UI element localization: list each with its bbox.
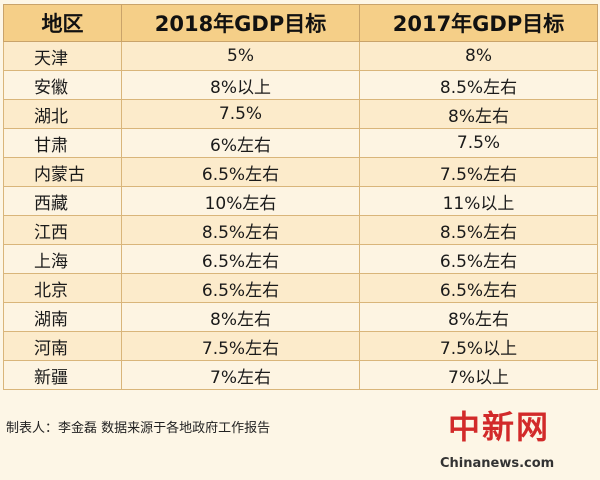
- table-row: 天津 5% 8%: [3, 41, 598, 71]
- source-footnote: 制表人：李金磊 数据来源于各地政府工作报告: [6, 421, 271, 436]
- region-cell: 西藏: [3, 186, 122, 216]
- gdp-2018-cell: 7.5%: [121, 99, 360, 129]
- region-cell: 内蒙古: [3, 157, 122, 187]
- gdp-2018-cell: 6.5%左右: [121, 244, 360, 274]
- gdp-2018-cell: 8%以上: [121, 70, 360, 100]
- region-cell: 甘肃: [3, 128, 122, 158]
- gdp-2017-cell: 6.5%左右: [359, 273, 598, 303]
- gdp-2018-cell: 7%左右: [121, 360, 360, 390]
- region-cell: 天津: [3, 41, 122, 71]
- gdp-2018-cell: 8.5%左右: [121, 215, 360, 245]
- gdp-2017-cell: 8%: [359, 41, 598, 71]
- gdp-2018-cell: 7.5%左右: [121, 331, 360, 361]
- gdp-2018-cell: 10%左右: [121, 186, 360, 216]
- gdp-2018-cell: 8%左右: [121, 302, 360, 332]
- table-header-row: 地区 2018年GDP目标 2017年GDP目标: [3, 4, 598, 42]
- header-2017-target: 2017年GDP目标: [359, 4, 598, 42]
- gdp-2017-cell: 8%左右: [359, 302, 598, 332]
- header-2018-target: 2018年GDP目标: [121, 4, 360, 42]
- table-row: 安徽 8%以上 8.5%左右: [3, 70, 598, 100]
- table-row: 湖南 8%左右 8%左右: [3, 302, 598, 332]
- gdp-2017-cell: 7.5%以上: [359, 331, 598, 361]
- gdp-2017-cell: 11%以上: [359, 186, 598, 216]
- table-row: 西藏 10%左右 11%以上: [3, 186, 598, 216]
- region-cell: 湖北: [3, 99, 122, 129]
- chinanews-site-watermark: Chinanews.com: [440, 456, 555, 471]
- table-row: 新疆 7%左右 7%以上: [3, 360, 598, 390]
- table-row: 内蒙古 6.5%左右 7.5%左右: [3, 157, 598, 187]
- chinanews-logo: 中新网: [448, 408, 551, 446]
- table-row: 甘肃 6%左右 7.5%: [3, 128, 598, 158]
- gdp-2017-cell: 7%以上: [359, 360, 598, 390]
- gdp-2017-cell: 8.5%左右: [359, 70, 598, 100]
- table-row: 上海 6.5%左右 6.5%左右: [3, 244, 598, 274]
- gdp-target-table: 地区 2018年GDP目标 2017年GDP目标 天津 5% 8% 安徽 8%以…: [3, 4, 598, 390]
- gdp-2017-cell: 8%左右: [359, 99, 598, 129]
- region-cell: 上海: [3, 244, 122, 274]
- gdp-2017-cell: 8.5%左右: [359, 215, 598, 245]
- header-region: 地区: [3, 4, 122, 42]
- table-row: 湖北 7.5% 8%左右: [3, 99, 598, 129]
- region-cell: 新疆: [3, 360, 122, 390]
- table-row: 北京 6.5%左右 6.5%左右: [3, 273, 598, 303]
- table-row: 江西 8.5%左右 8.5%左右: [3, 215, 598, 245]
- gdp-2017-cell: 7.5%左右: [359, 157, 598, 187]
- gdp-2018-cell: 6.5%左右: [121, 273, 360, 303]
- gdp-2017-cell: 6.5%左右: [359, 244, 598, 274]
- table-row: 河南 7.5%左右 7.5%以上: [3, 331, 598, 361]
- region-cell: 北京: [3, 273, 122, 303]
- region-cell: 河南: [3, 331, 122, 361]
- region-cell: 湖南: [3, 302, 122, 332]
- region-cell: 江西: [3, 215, 122, 245]
- gdp-2017-cell: 7.5%: [359, 128, 598, 158]
- gdp-2018-cell: 6.5%左右: [121, 157, 360, 187]
- region-cell: 安徽: [3, 70, 122, 100]
- gdp-2018-cell: 5%: [121, 41, 360, 71]
- gdp-2018-cell: 6%左右: [121, 128, 360, 158]
